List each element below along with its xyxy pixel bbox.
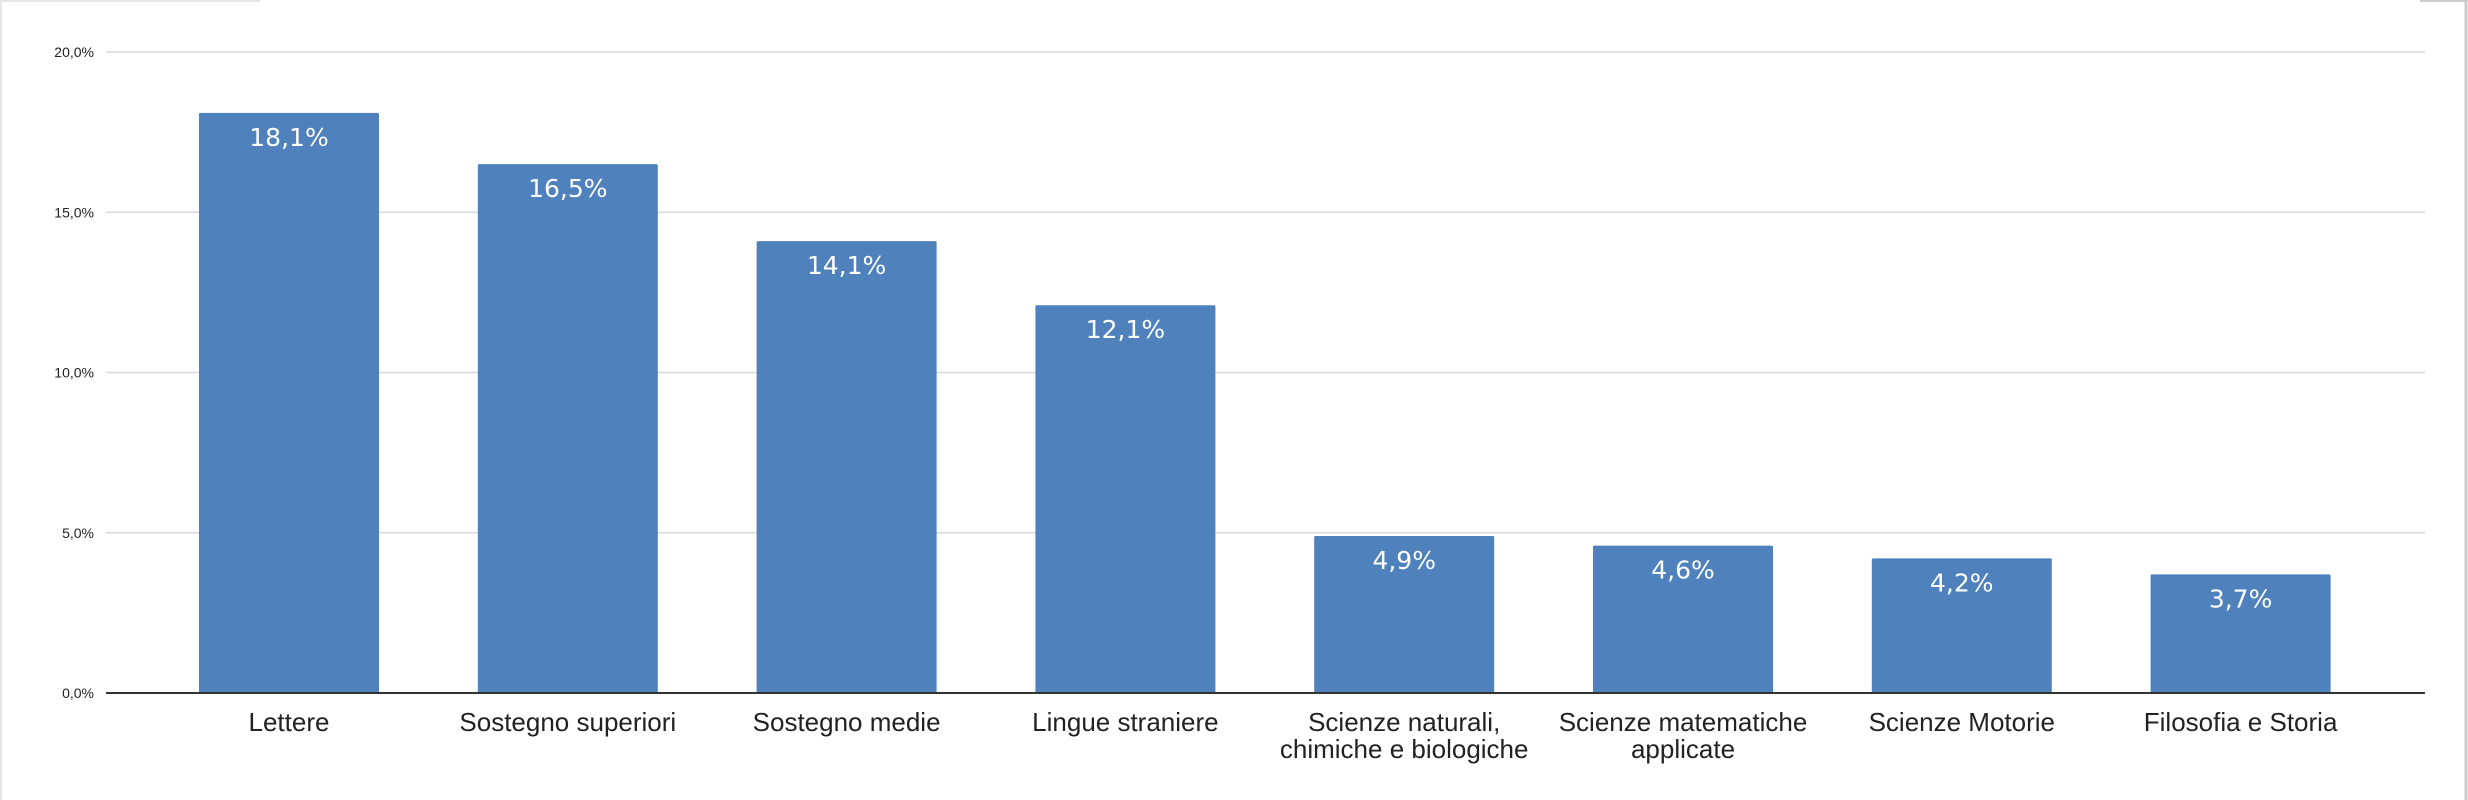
x-tick-label-line: Lingue straniere <box>1032 707 1218 737</box>
bar <box>2150 574 2331 693</box>
x-axis-category-labels: Lettere Sostegno superiori Sostegno medie L… <box>249 707 2338 764</box>
y-tick-label: 0,0% <box>62 685 94 701</box>
x-tick-label: Filosofia e Storia <box>2144 707 2338 737</box>
data-label: 4,9% <box>1372 546 1436 575</box>
bar <box>1871 558 2052 693</box>
x-tick-label: Scienze matematiche applicate <box>1559 707 1808 764</box>
x-tick-label-line: Scienze Motorie <box>1869 707 2055 737</box>
data-label: 3,7% <box>2209 584 2273 613</box>
x-tick-label-line: Lettere <box>249 707 330 737</box>
bar <box>756 241 937 693</box>
x-tick-label: Sostegno medie <box>753 707 941 737</box>
y-tick-label: 15,0% <box>54 204 94 220</box>
x-tick-label-line: Sostegno superiori <box>459 707 676 737</box>
y-tick-label: 5,0% <box>62 525 94 541</box>
data-label: 12,1% <box>1086 315 1165 344</box>
x-tick-label: Scienze naturali, chimiche e biologiche <box>1280 707 1529 764</box>
data-label: 4,6% <box>1651 556 1715 585</box>
x-tick-label: Lettere <box>249 707 330 737</box>
x-tick-label-line: Sostegno medie <box>753 707 941 737</box>
bars <box>199 112 2331 694</box>
bar <box>1593 545 1773 693</box>
x-tick-label-line: applicate <box>1631 734 1735 764</box>
bar <box>477 164 658 694</box>
x-tick-label-line: Scienze matematiche <box>1559 707 1808 737</box>
data-label: 16,5% <box>528 174 607 203</box>
data-label: 18,1% <box>249 123 328 152</box>
y-tick-label: 10,0% <box>54 365 94 381</box>
x-tick-label: Sostegno superiori <box>459 707 676 737</box>
x-tick-label-line: Filosofia e Storia <box>2144 707 2338 737</box>
x-tick-label-line: Scienze naturali, <box>1308 707 1500 737</box>
data-label: 14,1% <box>807 251 886 280</box>
y-tick-label: 20,0% <box>54 44 94 60</box>
bar <box>1035 305 1216 693</box>
gridlines <box>106 51 2425 534</box>
x-tick-label: Lingue straniere <box>1032 707 1218 737</box>
x-tick-label: Scienze Motorie <box>1869 707 2055 737</box>
data-labels: 18,1% 16,5% 14,1% 12,1% 4,9% 4,6% 4,2% 3,7% <box>249 123 2272 614</box>
data-label: 4,2% <box>1930 568 1994 597</box>
bar <box>1314 535 1495 693</box>
y-axis-tick-labels: 0,0% 5,0% 10,0% 15,0% 20,0% <box>54 44 94 701</box>
bar <box>199 112 379 693</box>
x-tick-label-line: chimiche e biologiche <box>1280 734 1529 764</box>
